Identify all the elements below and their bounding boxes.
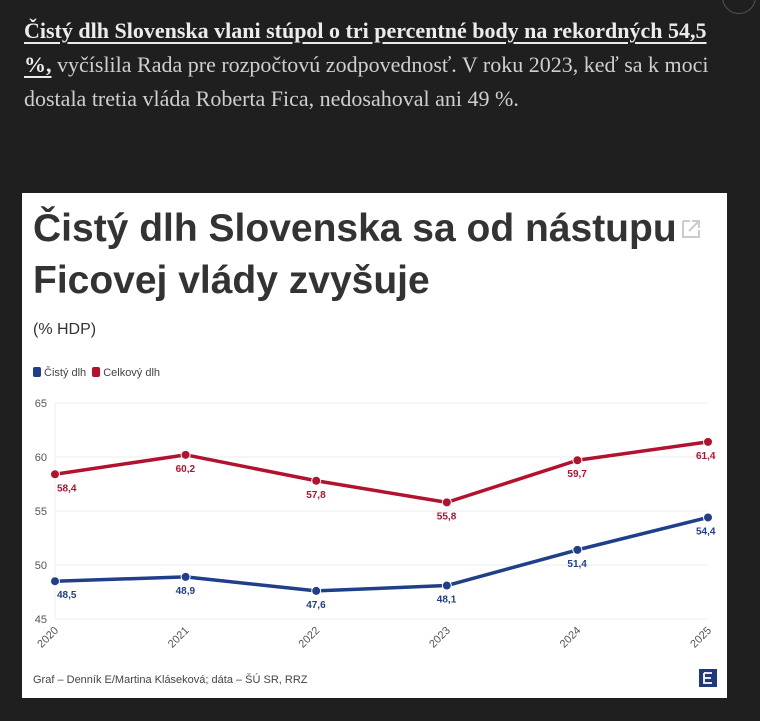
source-credit: Graf – Denník E/Martina Kláseková; dáta … [33, 674, 308, 686]
data-label: 47,6 [306, 600, 326, 611]
data-label: 58,4 [57, 483, 77, 494]
data-label: 48,9 [176, 586, 196, 597]
y-tick-label: 45 [35, 614, 47, 626]
data-point [311, 475, 322, 486]
y-tick-label: 50 [35, 560, 47, 572]
data-point [572, 455, 583, 466]
article-link[interactable]: Čistý dlh Slovenska vlani stúpol o tri p… [24, 18, 707, 77]
data-point [50, 576, 60, 587]
data-label: 48,5 [57, 590, 77, 601]
lead-paragraph: Čistý dlh Slovenska vlani stúpol o tri p… [24, 14, 724, 116]
legend-item-total[interactable]: Celkový dlh [92, 367, 160, 379]
data-label: 59,7 [567, 469, 587, 480]
data-point [703, 512, 713, 523]
y-tick-label: 60 [35, 452, 47, 464]
chart-card: Čistý dlh Slovenska sa od nástupu Ficove… [22, 193, 727, 698]
x-tick-label: 2022 [297, 625, 323, 651]
data-label: 57,8 [306, 490, 326, 501]
dennik-e-logo[interactable] [699, 669, 717, 687]
y-tick-label: 65 [35, 398, 47, 410]
x-tick-label: 2025 [688, 625, 714, 651]
data-point [311, 585, 322, 596]
data-point [441, 497, 452, 508]
x-tick-label: 2020 [35, 625, 61, 651]
data-label: 55,8 [437, 511, 457, 522]
data-point [180, 571, 191, 582]
open-external-icon[interactable] [680, 218, 702, 240]
series-line-1 [54, 440, 709, 505]
lead-text: vyčíslila Rada pre rozpočtovú zodpovedno… [24, 52, 709, 111]
data-label: 51,4 [567, 559, 587, 570]
y-tick-label: 55 [35, 506, 47, 518]
data-label: 48,1 [437, 595, 457, 606]
data-point [703, 436, 713, 447]
menu-button[interactable] [722, 0, 756, 14]
data-point [180, 449, 191, 460]
chart-subtitle: (% HDP) [33, 321, 97, 338]
data-label: 54,4 [696, 526, 716, 537]
data-point [441, 580, 452, 591]
line-chart: 45 50 55 60 65 2020 2021 2022 2023 2024 2025 48,5 48… [35, 398, 716, 651]
series-line-0 [54, 515, 709, 593]
x-tick-label: 2021 [166, 625, 192, 651]
data-label: 61,4 [696, 451, 716, 462]
x-tick-label: 2024 [558, 625, 584, 651]
data-label: 60,2 [176, 464, 196, 475]
legend-item-net[interactable]: Čistý dlh [33, 367, 86, 379]
data-point [572, 544, 583, 555]
legend: Čistý dlh Celkový dlh [33, 367, 160, 379]
chart-title: Čistý dlh Slovenska sa od nástupu Ficove… [33, 207, 677, 302]
data-point [50, 469, 60, 480]
x-tick-label: 2023 [427, 625, 453, 651]
